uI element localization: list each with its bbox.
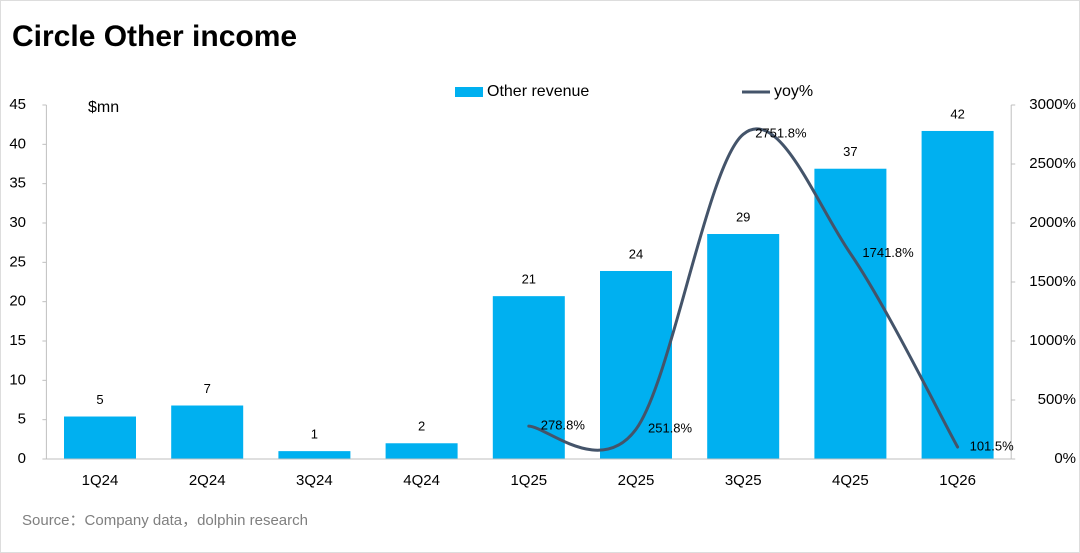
bar-value-label: 37 <box>843 144 857 159</box>
y-tick-label: 0 <box>18 450 26 467</box>
y-tick-label: 30 <box>9 214 26 231</box>
legend-label: yoy% <box>774 83 813 100</box>
bar <box>385 443 458 459</box>
legend-label: Other revenue <box>487 83 589 100</box>
bar-value-label: 5 <box>96 392 103 407</box>
line-value-label: 2751.8% <box>755 126 807 141</box>
source: Source：Company data，dolphin research <box>22 512 308 529</box>
y2-tick-label: 2000% <box>1029 214 1076 231</box>
bar-value-label: 24 <box>629 246 643 261</box>
bar <box>492 296 565 459</box>
bar-value-label: 21 <box>522 272 536 287</box>
bar <box>814 168 887 459</box>
line-value-label: 1741.8% <box>862 245 914 260</box>
y-tick-label: 35 <box>9 175 26 192</box>
y2-tick-label: 500% <box>1038 391 1076 408</box>
chart-title: Circle Other income <box>12 20 297 53</box>
bar <box>278 451 351 459</box>
line-value-label: 278.8% <box>541 418 586 433</box>
y2-tick-label: 3000% <box>1029 96 1076 113</box>
bar-value-label: 42 <box>950 106 964 121</box>
y2-tick-label: 0% <box>1054 450 1076 467</box>
bar <box>707 234 780 459</box>
line-value-label: 251.8% <box>648 421 693 436</box>
x-tick-label: 3Q24 <box>296 472 333 489</box>
y-tick-label: 20 <box>9 293 26 310</box>
x-tick-label: 1Q25 <box>510 472 547 489</box>
line <box>527 127 960 452</box>
x-tick-label: 2Q24 <box>189 472 226 489</box>
y-tick-label: 25 <box>9 253 26 270</box>
y-tick-label: 10 <box>9 371 26 388</box>
bar-value-label: 29 <box>736 209 750 224</box>
line-value-label: 101.5% <box>970 438 1015 453</box>
y2-tick-label: 2500% <box>1029 155 1076 172</box>
y2-tick-label: 1500% <box>1029 273 1076 290</box>
legend-swatch <box>455 87 483 97</box>
bar <box>64 416 136 459</box>
y-tick-label: 15 <box>9 332 26 349</box>
x-tick-label: 1Q26 <box>939 472 976 489</box>
y-axis-unit: $mn <box>88 99 119 116</box>
y-tick-label: 40 <box>9 135 26 152</box>
bar <box>921 130 994 459</box>
x-tick-label: 4Q25 <box>832 472 869 489</box>
bar-value-label: 2 <box>418 419 425 434</box>
x-tick-label: 2Q25 <box>618 472 655 489</box>
x-tick-label: 4Q24 <box>403 472 440 489</box>
bar <box>171 405 244 459</box>
y2-tick-label: 1000% <box>1029 332 1076 349</box>
x-tick-label: 3Q25 <box>725 472 762 489</box>
bar-value-label: 7 <box>204 381 211 396</box>
y-tick-label: 45 <box>9 96 26 113</box>
y-tick-label: 5 <box>18 411 26 428</box>
bar-value-label: 1 <box>311 427 318 442</box>
x-tick-label: 1Q24 <box>82 472 119 489</box>
